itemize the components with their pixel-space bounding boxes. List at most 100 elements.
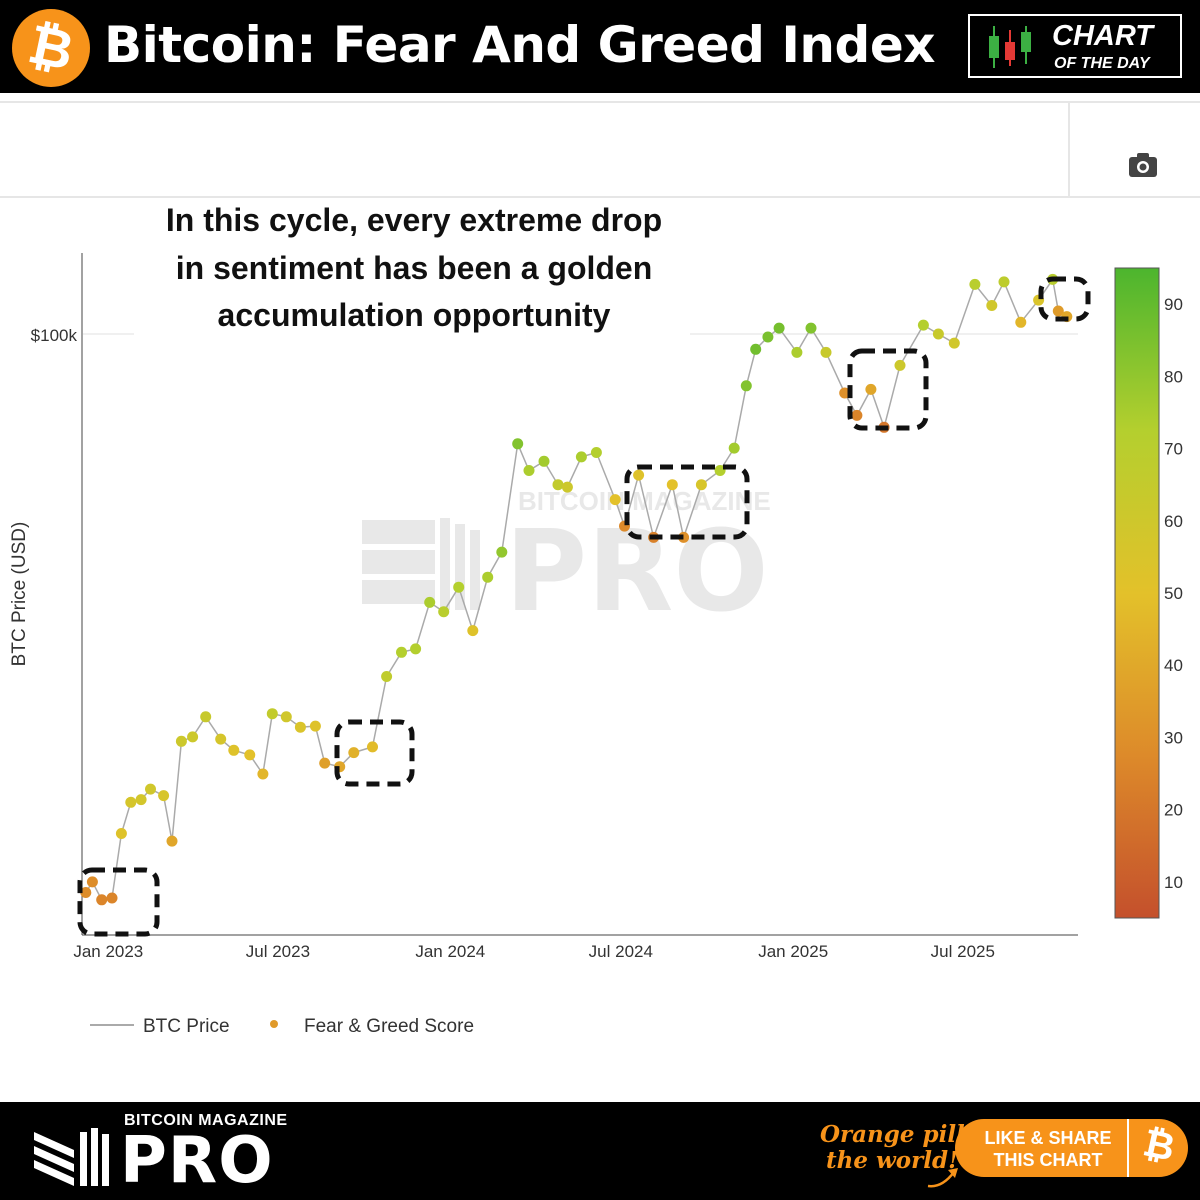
fear-greed-marker — [215, 733, 227, 745]
fear-greed-marker — [1052, 305, 1064, 317]
fear-greed-marker — [396, 646, 407, 658]
y-tick-label: $100k — [31, 326, 78, 345]
fear-greed-marker — [666, 479, 678, 491]
camera-icon[interactable] — [1126, 148, 1160, 182]
colorbar-tick-label: 30 — [1164, 728, 1183, 747]
fear-greed-marker — [410, 643, 422, 655]
legend: BTC Price Fear & Greed Score — [90, 1016, 474, 1037]
colorbar-ticks: 90 80 70 60 50 40 30 20 10 — [1164, 295, 1183, 892]
colorbar-tick-label: 70 — [1164, 440, 1183, 459]
colorbar-tick-label: 60 — [1164, 512, 1183, 531]
share-button-divider — [1127, 1119, 1129, 1177]
fear-greed-marker — [96, 894, 108, 906]
x-tick-label: Jul 2024 — [589, 942, 653, 961]
fear-greed-marker — [695, 479, 707, 491]
fear-greed-marker — [609, 494, 621, 506]
fear-greed-marker — [309, 720, 321, 732]
fear-greed-marker — [523, 465, 535, 476]
fear-greed-marker — [552, 479, 564, 491]
watermark-bars-icon — [362, 518, 480, 610]
fear-greed-marker — [1015, 316, 1027, 328]
header-bar: ₿ Bitcoin: Fear And Greed Index CHART OF… — [0, 0, 1200, 93]
colorbar-tick-label: 10 — [1164, 873, 1183, 892]
share-line-1: LIKE & SHARE — [984, 1128, 1112, 1148]
slogan-line-2: the world! — [826, 1147, 959, 1174]
legend-label-price: BTC Price — [143, 1016, 230, 1037]
fear-greed-marker — [86, 876, 98, 888]
bitcoin-symbol-icon: ₿ — [1139, 1120, 1179, 1170]
footer-bar: BITCOIN MAGAZINE PRO Orange pill the wor… — [0, 1102, 1200, 1200]
candlestick-icon — [989, 26, 1031, 68]
fear-greed-marker — [482, 571, 494, 583]
fear-greed-marker — [791, 346, 803, 358]
x-tick-label: Jan 2023 — [73, 942, 143, 961]
annotation-text: In this cycle, every extreme drop in sen… — [166, 202, 662, 333]
fear-greed-marker — [750, 343, 762, 355]
share-button-text: LIKE & SHARE THIS CHART — [973, 1127, 1123, 1171]
fear-greed-marker — [125, 796, 137, 808]
fear-greed-marker — [986, 300, 998, 311]
annotation-line-3: accumulation opportunity — [218, 297, 611, 333]
fear-greed-marker — [496, 546, 508, 558]
fear-greed-marker — [633, 469, 645, 481]
fear-greed-marker — [228, 744, 240, 756]
annotation-line-1: In this cycle, every extreme drop — [166, 202, 662, 238]
x-tick-labels: Jan 2023 Jul 2023 Jan 2024 Jul 2024 Jan 2025… — [73, 942, 995, 961]
fear-greed-marker — [294, 721, 306, 733]
colorbar-tick-label: 50 — [1164, 584, 1183, 603]
fear-greed-marker — [280, 711, 292, 723]
share-line-2: THIS CHART — [993, 1150, 1103, 1170]
fear-greed-marker — [145, 783, 156, 795]
colorbar-tick-label: 80 — [1164, 367, 1183, 386]
fear-greed-marker — [80, 887, 92, 898]
fear-greed-marker — [244, 749, 256, 761]
fear-greed-marker — [424, 596, 436, 608]
fear-greed-marker — [319, 757, 331, 769]
footer-brand-big: PRO — [120, 1124, 274, 1198]
highlight-zone-5 — [1038, 276, 1091, 322]
fear-greed-marker — [805, 322, 817, 334]
highlight-zone-3 — [624, 464, 750, 540]
like-share-button[interactable]: LIKE & SHARE THIS CHART ₿ — [955, 1119, 1188, 1177]
chart-of-the-day-badge: CHART OF THE DAY — [968, 14, 1182, 78]
fear-greed-marker — [158, 790, 170, 802]
fear-greed-marker — [257, 768, 269, 780]
fear-greed-marker — [467, 625, 479, 637]
fear-greed-marker — [367, 741, 378, 753]
highlight-zones — [77, 276, 1091, 937]
fear-greed-marker — [166, 835, 178, 847]
bitcoin-logo-symbol: ₿ — [23, 12, 80, 83]
fear-greed-marker — [969, 278, 981, 290]
legend-marker-swatch — [270, 1020, 278, 1028]
fear-greed-marker — [728, 442, 740, 454]
colorbar-tick-label: 20 — [1164, 801, 1183, 820]
fear-greed-marker — [200, 711, 212, 723]
fear-greed-marker — [175, 735, 187, 747]
fear-greed-marker — [773, 322, 785, 334]
fear-greed-marker — [932, 328, 944, 340]
fear-greed-marker — [266, 708, 278, 720]
fear-greed-chart: BITCOIN MAGAZINE PRO $100k BTC Price (US… — [9, 200, 1183, 1037]
x-tick-label: Jul 2025 — [931, 942, 995, 961]
highlight-zone-1 — [77, 867, 160, 937]
fear-greed-marker — [590, 447, 602, 458]
fear-greed-marker — [740, 380, 752, 392]
watermark: BITCOIN MAGAZINE PRO — [362, 486, 771, 637]
highlight-zone-4 — [847, 348, 929, 431]
toolbar-divider-vertical — [1068, 103, 1070, 196]
colorbar-tick-label: 90 — [1164, 295, 1183, 314]
fear-greed-marker — [381, 671, 393, 682]
fear-greed-marker — [438, 606, 450, 618]
bitcoin-logo-icon: ₿ — [12, 9, 90, 87]
footer-brand-small: BITCOIN MAGAZINE — [124, 1112, 288, 1129]
x-tick-label: Jul 2023 — [246, 942, 310, 961]
badge-line-2: OF THE DAY — [1054, 55, 1150, 72]
fear-greed-marker — [762, 331, 774, 343]
y-axis-title: BTC Price (USD) — [9, 522, 30, 667]
fear-greed-marker — [865, 383, 877, 395]
fear-greed-marker — [851, 409, 863, 421]
slogan-line-1: Orange pill — [820, 1121, 965, 1148]
fear-greed-marker — [453, 581, 465, 593]
watermark-big-text: PRO — [505, 507, 769, 637]
fear-greed-marker — [538, 455, 550, 467]
